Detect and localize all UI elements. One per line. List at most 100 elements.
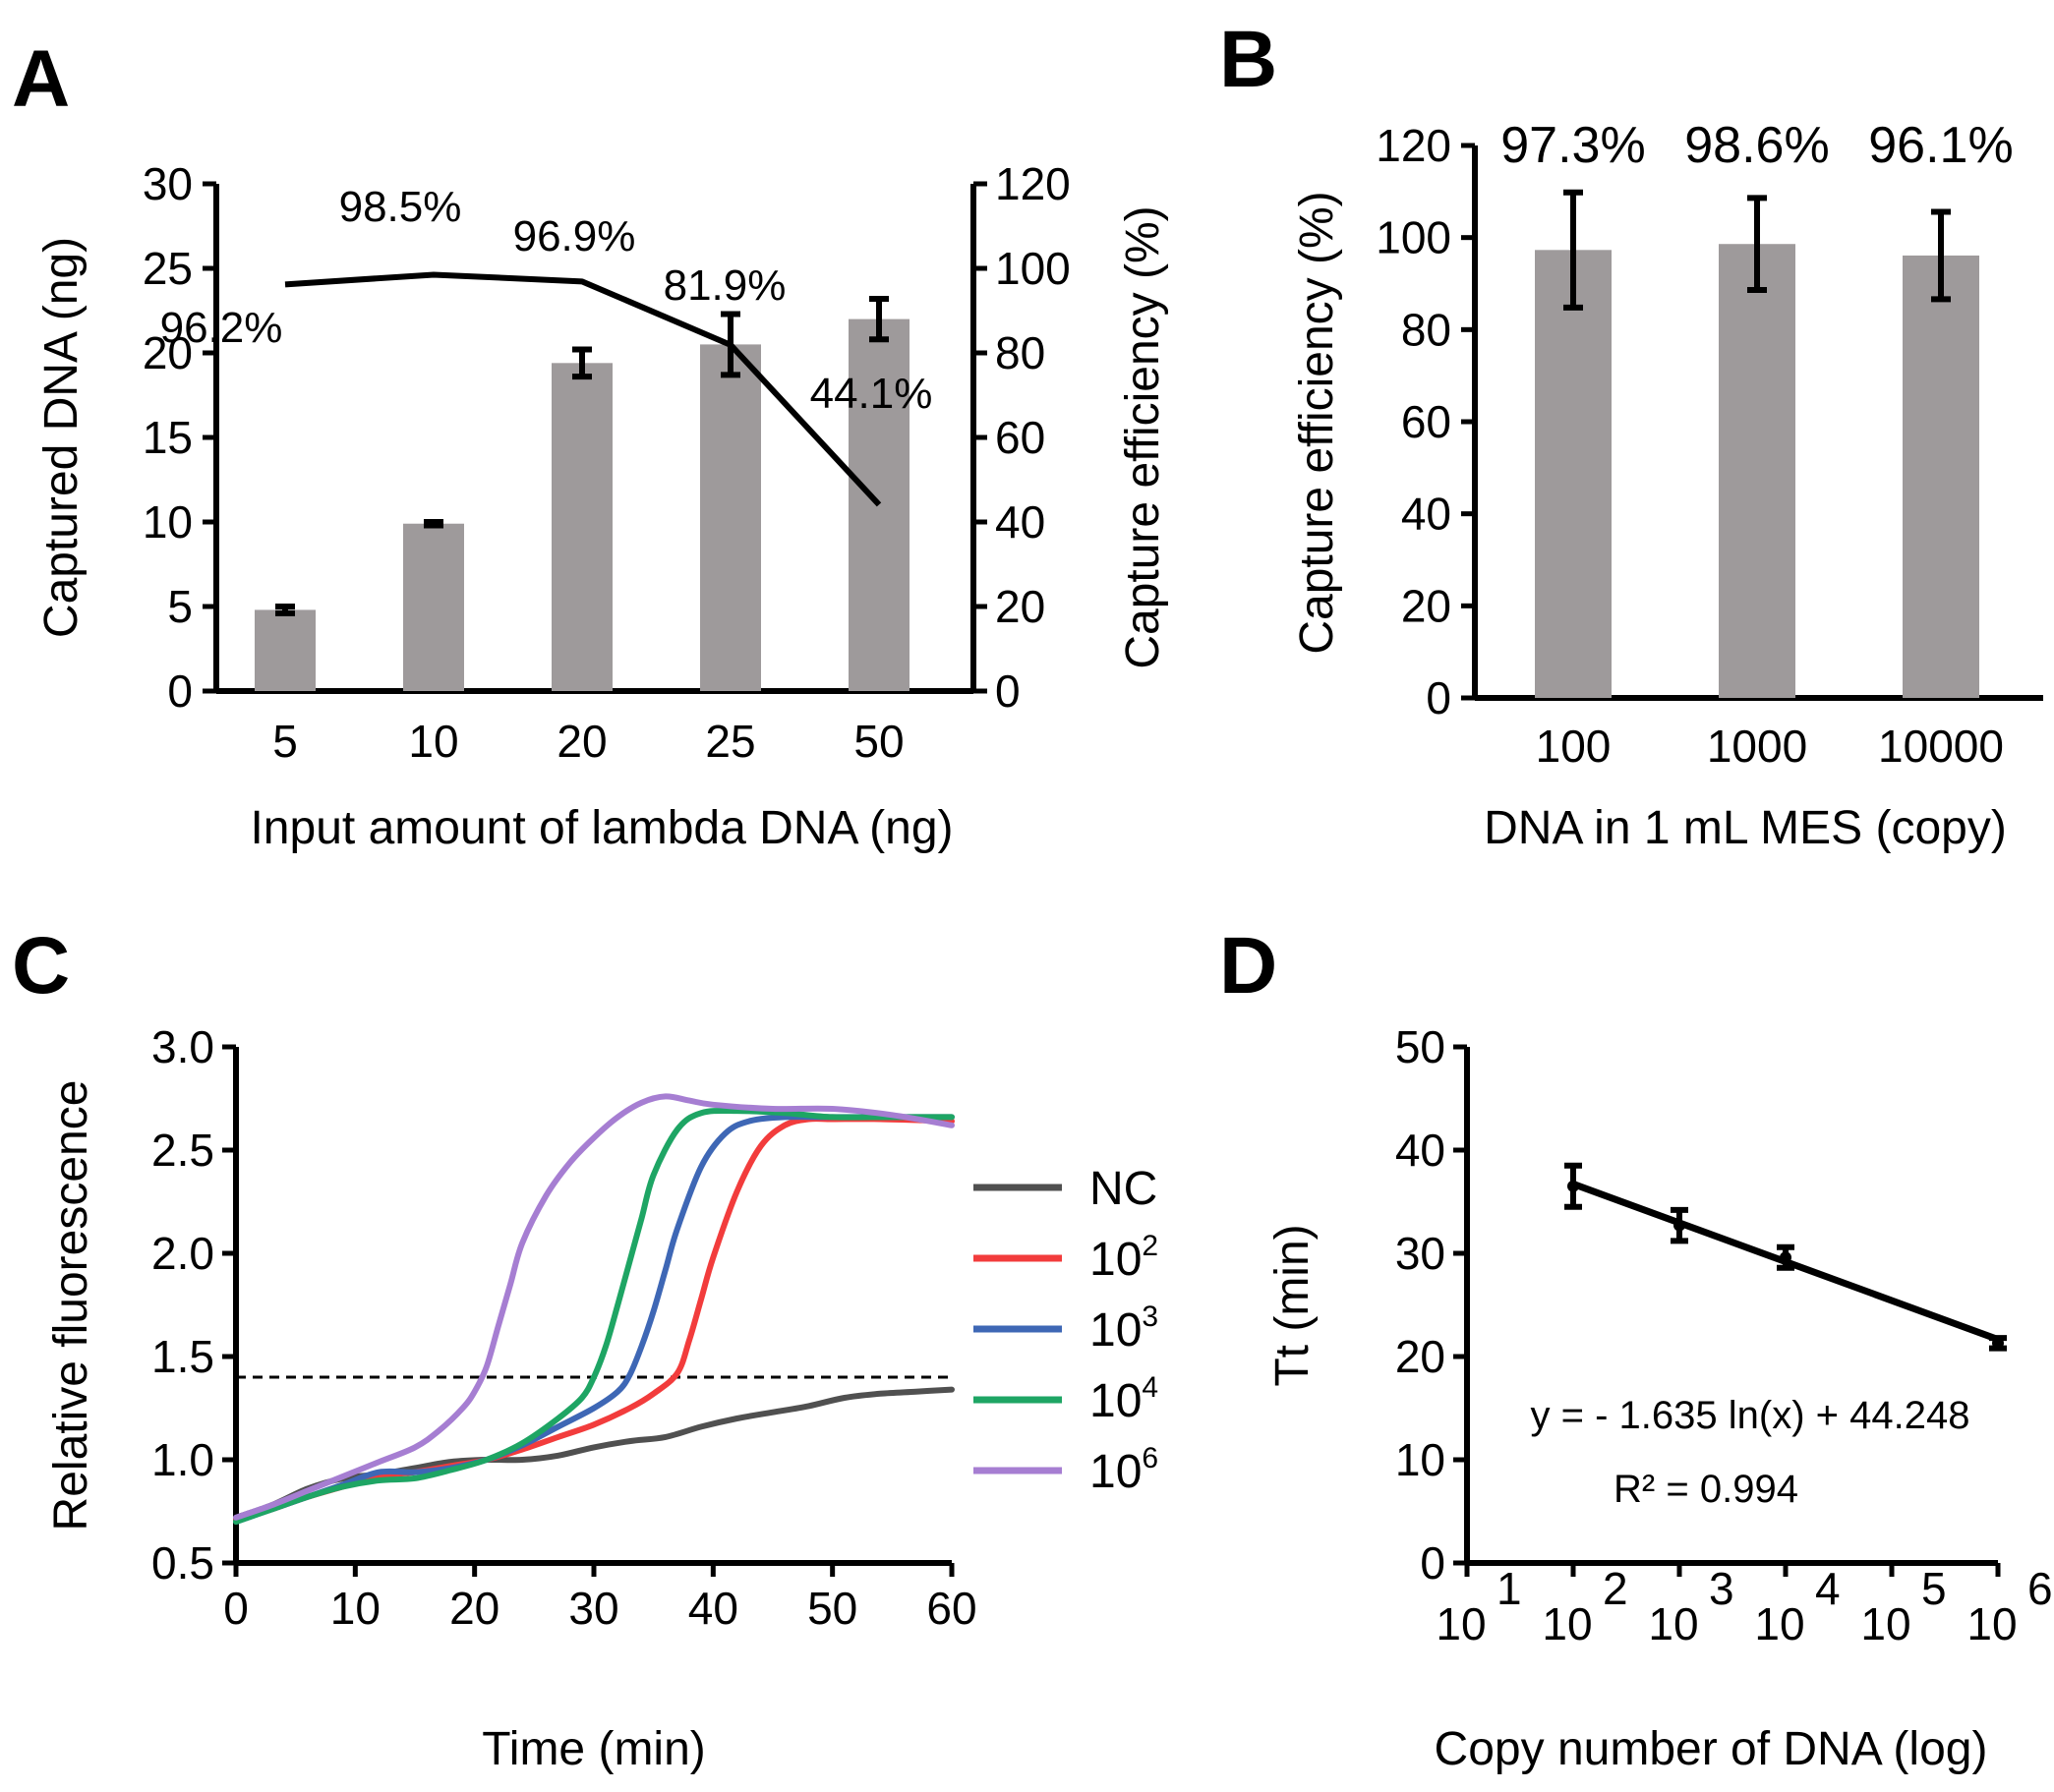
b-y-tick-label: 60 [1401, 396, 1451, 447]
c-y-tick-label: 2.0 [151, 1228, 214, 1279]
panel-letter-c: C [12, 921, 70, 1011]
a-efficiency-label: 96.9% [513, 212, 636, 260]
c-legend-label: 102 [1089, 1230, 1158, 1286]
a-x-axis-title: Input amount of lambda DNA (ng) [250, 802, 953, 854]
d-x-tick-exponent: 4 [1815, 1563, 1841, 1614]
c-y-tick-label: 1.0 [151, 1434, 214, 1485]
a-x-tick-label: 50 [853, 716, 904, 767]
c-x-tick-label: 40 [688, 1583, 738, 1634]
c-legend-label: NC [1089, 1163, 1157, 1215]
c-legend-exponent: 2 [1142, 1230, 1158, 1262]
a-y2-axis-title: Capture efficiency (%) [1117, 205, 1169, 668]
d-x-tick-exponent: 5 [1921, 1563, 1947, 1614]
d-y-tick-label: 50 [1395, 1021, 1445, 1072]
d-x-tick-base: 10 [1860, 1598, 1910, 1649]
c-x-tick-label: 0 [223, 1583, 249, 1634]
a-right-tick-label: 20 [995, 581, 1045, 632]
c-legend-label: 103 [1089, 1301, 1158, 1357]
a-bar [849, 318, 910, 691]
d-y-tick-label: 40 [1395, 1125, 1445, 1176]
a-x-tick-label: 20 [557, 716, 607, 767]
b-x-tick-label: 10000 [1878, 721, 2004, 772]
d-data-point [1992, 1337, 2004, 1350]
c-x-tick-label: 20 [449, 1583, 499, 1634]
c-x-tick-label: 30 [568, 1583, 618, 1634]
d-x-tick-exponent: 1 [1496, 1563, 1522, 1614]
a-left-tick-label: 20 [143, 327, 193, 378]
c-y-tick-label: 1.5 [151, 1331, 214, 1382]
panel-letter-a: A [12, 34, 70, 124]
b-value-label: 97.3% [1500, 117, 1645, 174]
a-left-tick-label: 25 [143, 243, 193, 294]
b-x-tick-label: 1000 [1707, 721, 1807, 772]
b-y-tick-label: 0 [1426, 672, 1451, 723]
a-bar [255, 609, 316, 691]
c-series-line [233, 1116, 955, 1523]
c-legend-base: 10 [1089, 1446, 1142, 1498]
a-right-tick-label: 80 [995, 327, 1045, 378]
c-series-line [233, 1107, 955, 1525]
c-series-line [233, 1093, 955, 1521]
a-bar [552, 363, 613, 691]
c-legend-base: 10 [1089, 1234, 1142, 1286]
a-efficiency-line [284, 271, 882, 507]
d-x-axis-title: Copy number of DNA (log) [1435, 1723, 1988, 1775]
d-y-tick-label: 0 [1420, 1537, 1445, 1589]
a-left-tick-label: 10 [143, 496, 193, 548]
a-efficiency-label: 44.1% [810, 370, 933, 418]
b-y-axis-title: Capture efficiency (%) [1291, 191, 1343, 654]
d-y-tick-label: 30 [1395, 1228, 1445, 1279]
d-x-tick-base: 10 [1436, 1598, 1486, 1649]
c-y-tick-label: 3.0 [151, 1021, 214, 1072]
d-y-tick-label: 10 [1395, 1434, 1445, 1485]
c-y-tick-label: 2.5 [151, 1125, 214, 1176]
b-y-tick-label: 100 [1376, 212, 1451, 263]
a-efficiency-label: 96.2% [160, 304, 283, 352]
panel-letter-b: B [1219, 15, 1277, 104]
d-y-axis-title: Tt (min) [1266, 1224, 1319, 1386]
c-legend-base: NC [1089, 1163, 1157, 1215]
a-x-tick-label: 10 [408, 716, 458, 767]
a-right-tick-label: 120 [995, 158, 1071, 209]
d-x-tick-base: 10 [1966, 1598, 2017, 1649]
d-x-tick-base: 10 [1542, 1598, 1592, 1649]
c-x-axis-title: Time (min) [482, 1723, 706, 1775]
b-bar [1903, 255, 1979, 698]
c-series-line [233, 1114, 955, 1525]
c-series-line [233, 1386, 955, 1521]
a-bar [700, 344, 761, 691]
b-bar [1719, 244, 1795, 698]
d-x-tick-exponent: 6 [2027, 1563, 2053, 1614]
d-y-tick-label: 20 [1395, 1331, 1445, 1382]
a-y-axis-title: Captured DNA (ng) [35, 237, 88, 638]
a-bar [403, 523, 464, 691]
d-fit-equation: y = - 1.635 ln(x) + 44.248 [1531, 1394, 1970, 1437]
b-y-tick-label: 120 [1376, 120, 1451, 171]
c-legend-label: 104 [1089, 1371, 1158, 1427]
a-efficiency-label: 98.5% [339, 183, 462, 231]
a-left-tick-label: 0 [167, 665, 193, 717]
a-x-tick-label: 5 [272, 716, 298, 767]
d-x-tick-exponent: 3 [1709, 1563, 1734, 1614]
panel-a-chart: 0 5 10 15 20 25 30 0 20 40 60 80 100 120 5 10 20 25 50 96.2… [35, 158, 1169, 854]
panel-letter-d: D [1219, 921, 1277, 1011]
b-bar [1535, 250, 1612, 699]
b-y-tick-label: 40 [1401, 489, 1451, 540]
d-data-point [1567, 1180, 1579, 1192]
c-x-tick-label: 10 [330, 1583, 381, 1634]
b-x-tick-label: 100 [1536, 721, 1612, 772]
c-legend-exponent: 3 [1142, 1301, 1158, 1333]
panel-c-chart: 0.51.01.52.02.53.00 10 20 30 40 50 60NC1021031… [45, 1021, 1158, 1775]
a-left-tick-label: 15 [143, 412, 193, 463]
d-x-tick-exponent: 2 [1603, 1563, 1628, 1614]
d-r-squared: R² = 0.994 [1614, 1468, 1798, 1511]
b-x-axis-title: DNA in 1 mL MES (copy) [1484, 802, 2007, 854]
c-x-tick-label: 60 [926, 1583, 976, 1634]
b-y-tick-label: 20 [1401, 580, 1451, 631]
panel-b-chart: 0 20 40 60 80 100 120 100 97.3% 1000 98.6% 10000 96.… [1291, 117, 2043, 854]
a-right-tick-label: 60 [995, 412, 1045, 463]
c-legend-label: 106 [1089, 1442, 1158, 1498]
d-data-point [1673, 1219, 1685, 1232]
